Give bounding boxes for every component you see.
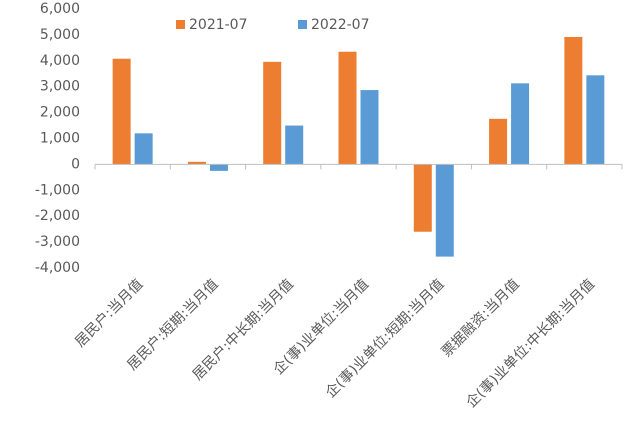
bar: [285, 125, 304, 165]
legend-swatch: [298, 20, 307, 29]
bar: [511, 83, 530, 165]
legend-swatch: [176, 20, 185, 29]
legend-label: 2021-07: [189, 17, 248, 33]
bar: [564, 36, 583, 165]
bar: [586, 75, 605, 165]
y-tick-label: 4,000: [40, 53, 80, 69]
bar: [489, 118, 508, 165]
bar: [435, 164, 454, 257]
x-tick-label: 居民户:当月值: [72, 276, 147, 351]
bar: [338, 51, 357, 165]
bar: [134, 133, 153, 165]
bar: [413, 164, 432, 232]
y-tick-label: 3,000: [40, 79, 80, 95]
bar: [209, 164, 228, 171]
x-tick-label: 企(事)业单位:中长期:当月值: [463, 276, 598, 411]
y-tick-label: -2,000: [35, 208, 80, 224]
legend-label: 2022-07: [311, 17, 370, 33]
y-tick-label: -1,000: [35, 182, 80, 198]
x-tick-label: 票据融资:当月值: [439, 276, 523, 360]
bar: [112, 58, 131, 165]
bar: [187, 161, 206, 165]
y-tick-label: 2,000: [40, 105, 80, 121]
bar: [263, 61, 282, 165]
y-tick-label: 1,000: [40, 131, 80, 147]
y-tick-label: 6,000: [40, 1, 80, 17]
y-tick-label: -3,000: [35, 234, 80, 250]
bar: [360, 90, 379, 165]
x-tick-label: 企(事)业单位:短期:当月值: [322, 276, 447, 401]
y-tick-label: 5,000: [40, 27, 80, 43]
y-tick-label: -4,000: [35, 260, 80, 276]
y-tick-label: 0: [71, 156, 80, 172]
